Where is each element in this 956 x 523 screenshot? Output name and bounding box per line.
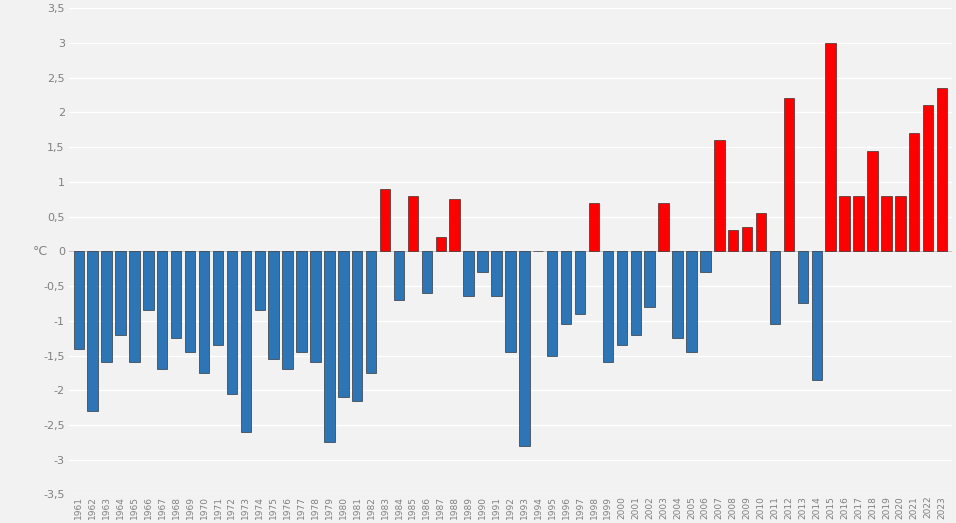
Bar [199,252,209,373]
Bar [254,252,265,310]
Bar [422,252,432,293]
Bar [269,252,279,359]
Bar [770,252,780,324]
Bar [282,252,293,369]
Bar [854,196,864,252]
Bar [825,43,836,252]
Bar [464,252,474,297]
Bar [812,252,822,380]
Bar [87,252,98,411]
Bar [547,252,557,356]
Bar [213,252,223,345]
Bar [505,252,515,352]
Bar [491,252,502,297]
Bar [589,203,599,252]
Bar [324,252,335,442]
Bar [602,252,613,362]
Bar [143,252,154,310]
Bar [797,252,808,303]
Bar [129,252,140,362]
Bar [366,252,377,373]
Bar [296,252,307,352]
Bar [659,203,669,252]
Bar [380,189,390,252]
Bar [909,133,920,252]
Bar [575,252,585,314]
Bar [407,196,418,252]
Bar [881,196,892,252]
Bar [728,231,738,252]
Bar [74,252,84,348]
Bar [686,252,697,352]
Bar [352,252,362,401]
Bar [477,252,488,272]
Y-axis label: °C: °C [33,245,48,258]
Bar [227,252,237,394]
Bar [700,252,710,272]
Bar [185,252,195,352]
Bar [519,252,530,446]
Bar [311,252,320,362]
Bar [561,252,572,324]
Bar [116,252,126,335]
Bar [672,252,683,338]
Bar [839,196,850,252]
Bar [171,252,182,338]
Bar [937,88,947,252]
Bar [338,252,349,397]
Bar [923,106,933,252]
Bar [644,252,655,307]
Bar [867,151,878,252]
Bar [436,237,446,252]
Bar [742,227,752,252]
Bar [241,252,251,432]
Bar [617,252,627,345]
Bar [449,199,460,252]
Bar [784,98,794,252]
Bar [756,213,767,252]
Bar [157,252,167,369]
Bar [714,140,725,252]
Bar [895,196,905,252]
Bar [101,252,112,362]
Bar [631,252,641,335]
Bar [394,252,404,300]
